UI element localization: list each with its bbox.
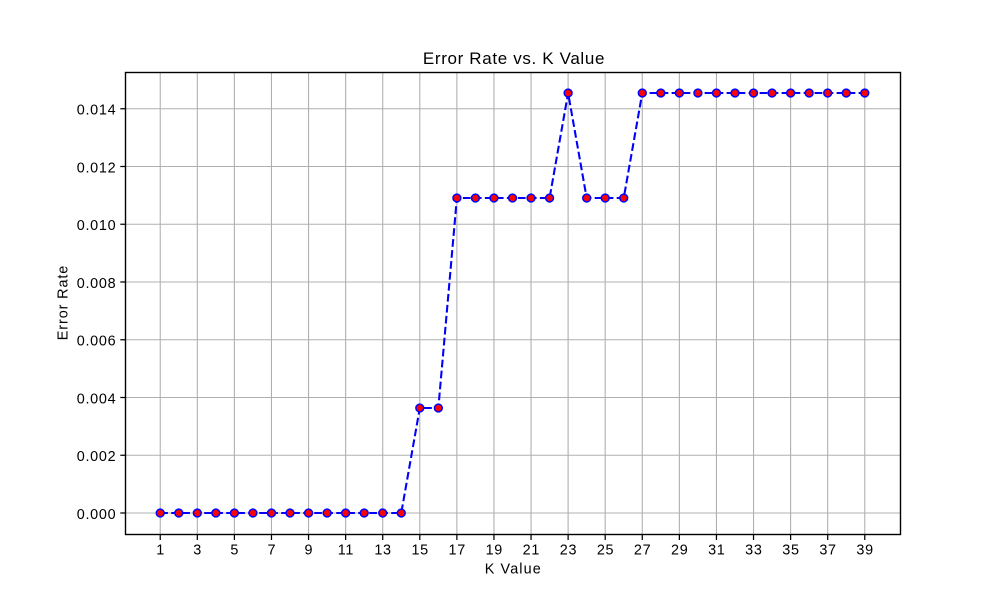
svg-text:17: 17: [449, 543, 466, 559]
svg-text:39: 39: [856, 543, 873, 559]
svg-text:Error Rate: Error Rate: [55, 265, 71, 340]
svg-text:0.010: 0.010: [77, 218, 117, 234]
svg-text:29: 29: [671, 543, 688, 559]
svg-text:23: 23: [560, 543, 577, 559]
svg-text:21: 21: [523, 543, 540, 559]
svg-text:Error Rate vs. K Value: Error Rate vs. K Value: [423, 49, 605, 68]
svg-text:0.006: 0.006: [77, 334, 117, 350]
svg-text:33: 33: [745, 543, 762, 559]
svg-text:3: 3: [193, 543, 202, 559]
svg-text:25: 25: [597, 543, 614, 559]
svg-text:K Value: K Value: [485, 562, 542, 578]
svg-text:0.004: 0.004: [77, 391, 117, 407]
svg-text:0.008: 0.008: [77, 276, 117, 292]
svg-text:7: 7: [267, 543, 276, 559]
svg-text:0.000: 0.000: [77, 507, 117, 523]
svg-text:1: 1: [156, 543, 165, 559]
svg-text:0.012: 0.012: [77, 160, 117, 176]
svg-text:35: 35: [782, 543, 799, 559]
svg-text:15: 15: [411, 543, 428, 559]
svg-text:37: 37: [819, 543, 836, 559]
svg-text:9: 9: [305, 543, 314, 559]
svg-text:0.002: 0.002: [77, 449, 117, 465]
svg-text:19: 19: [486, 543, 503, 559]
svg-text:0.014: 0.014: [77, 103, 117, 119]
svg-text:13: 13: [374, 543, 391, 559]
svg-text:11: 11: [338, 543, 354, 559]
svg-text:27: 27: [634, 543, 651, 559]
svg-text:31: 31: [708, 543, 725, 559]
svg-text:5: 5: [230, 543, 239, 559]
